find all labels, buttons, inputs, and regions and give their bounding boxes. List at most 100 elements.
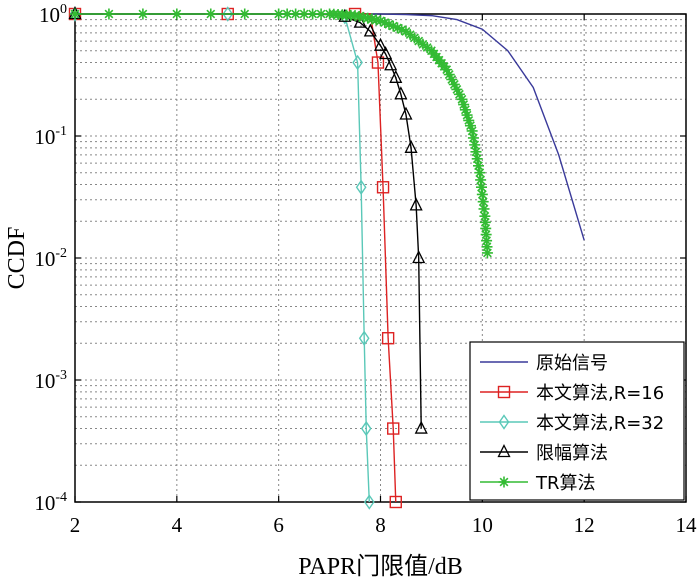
legend-entry-3: 限幅算法 bbox=[480, 443, 608, 464]
data-point-4-10-3 bbox=[476, 188, 488, 200]
data-point-4-0-3 bbox=[171, 8, 183, 20]
data-point-2-9 bbox=[358, 330, 370, 346]
data-point-2-8 bbox=[355, 179, 367, 195]
series-4 bbox=[69, 8, 493, 259]
data-point-4-7-1 bbox=[443, 69, 455, 81]
legend-label-2: 本文算法,R=32 bbox=[536, 413, 664, 434]
data-point-2-3 bbox=[222, 6, 234, 22]
legend-marker-3 bbox=[497, 444, 511, 458]
legend-box bbox=[469, 341, 685, 501]
legend-label-0: 原始信号 bbox=[536, 353, 608, 374]
y-tick-label-2: 10-2 bbox=[34, 246, 67, 271]
data-point-4-4-3 bbox=[387, 20, 399, 32]
data-point-4-7-5 bbox=[453, 88, 465, 100]
x-tick-label-3: 8 bbox=[375, 513, 386, 537]
data-point-4-0-2 bbox=[137, 8, 149, 20]
data-point-4-12 bbox=[481, 247, 493, 259]
legend-marker-4 bbox=[498, 476, 510, 488]
data-point-4-3-4 bbox=[366, 13, 378, 25]
data-point-4-7-4 bbox=[451, 83, 463, 95]
data-point-2-10 bbox=[360, 420, 372, 437]
data-point-4-11 bbox=[479, 210, 491, 222]
series-line-0 bbox=[75, 13, 585, 241]
data-point-4-6-5 bbox=[438, 60, 450, 72]
data-point-3-8 bbox=[384, 57, 398, 71]
legend-label-4: TR算法 bbox=[535, 473, 596, 494]
x-tick-label-0: 2 bbox=[70, 513, 81, 537]
data-point-4-0-1 bbox=[103, 8, 115, 20]
x-tick-label-1: 4 bbox=[172, 513, 183, 537]
legend-marker-1 bbox=[497, 385, 511, 399]
data-point-4-3-3 bbox=[362, 12, 374, 24]
legend-entry-1: 本文算法,R=16 bbox=[480, 383, 664, 404]
data-point-4-4-2 bbox=[383, 18, 395, 30]
data-point-4-9 bbox=[466, 125, 478, 137]
data-point-4-11-1 bbox=[479, 216, 491, 228]
data-point-4-1-4 bbox=[307, 8, 319, 20]
data-point-3-14 bbox=[412, 250, 426, 264]
data-point-1-8 bbox=[371, 56, 385, 69]
data-point-3-13 bbox=[409, 197, 423, 211]
legend-entry-4: TR算法 bbox=[480, 473, 596, 494]
data-point-3-7 bbox=[379, 46, 393, 60]
y-tick-label-4: 10-4 bbox=[34, 490, 67, 515]
y-tick-label-3: 10-3 bbox=[34, 368, 67, 393]
data-point-4-10-5 bbox=[478, 203, 490, 215]
data-point-1-12 bbox=[389, 495, 402, 509]
grid bbox=[75, 14, 686, 502]
data-point-4-10-2 bbox=[475, 181, 487, 193]
data-point-4-8-5 bbox=[464, 120, 476, 132]
data-point-4-1-5 bbox=[315, 8, 327, 20]
x-tick-label-2: 6 bbox=[273, 513, 284, 537]
data-point-4-9-5 bbox=[473, 160, 485, 172]
data-point-4-2-5 bbox=[345, 9, 357, 21]
series-3 bbox=[68, 6, 428, 434]
data-point-3-10 bbox=[394, 86, 408, 100]
data-point-4-4-1 bbox=[379, 17, 391, 29]
data-point-4-9-2 bbox=[469, 139, 481, 151]
data-point-4-0-4 bbox=[205, 8, 217, 20]
y-tick-label-0: 100 bbox=[39, 2, 67, 27]
data-point-4-10-1 bbox=[475, 174, 487, 186]
data-point-4-8-3 bbox=[461, 109, 473, 121]
data-point-1-9 bbox=[376, 181, 390, 194]
x-tick-label-5: 12 bbox=[574, 513, 595, 537]
axis-ticks: 2 4 6 8 10 12 14 100 10-1 10-2 10-3 10-4 bbox=[34, 2, 697, 537]
data-point-4-4-5 bbox=[396, 24, 408, 36]
y-tick-label-1: 10-1 bbox=[34, 124, 67, 149]
data-point-3-11 bbox=[399, 106, 413, 120]
y-axis-label: CCDF bbox=[4, 227, 30, 290]
data-point-4-8 bbox=[456, 93, 468, 105]
data-point-4-1 bbox=[273, 8, 285, 20]
data-point-4-0-5 bbox=[239, 8, 251, 20]
data-point-4-3-5 bbox=[370, 14, 382, 26]
data-point-4-8-1 bbox=[458, 99, 470, 111]
data-point-1-10 bbox=[381, 332, 395, 345]
data-point-3-9 bbox=[389, 69, 403, 83]
data-point-4-9-3 bbox=[470, 146, 482, 158]
data-point-4-9-4 bbox=[471, 153, 483, 165]
data-point-4-7-3 bbox=[448, 78, 460, 90]
data-point-4-3-1 bbox=[353, 10, 365, 22]
data-point-4-11-2 bbox=[480, 222, 492, 234]
data-point-4-1-2 bbox=[290, 8, 302, 20]
x-axis-label: PAPR门限值/dB bbox=[298, 553, 463, 580]
data-point-2-7 bbox=[352, 54, 363, 71]
data-point-4-4-4 bbox=[391, 22, 403, 34]
legend-entry-0: 原始信号 bbox=[480, 353, 608, 374]
data-point-3-6 bbox=[373, 37, 388, 51]
data-point-4-11-3 bbox=[480, 229, 492, 241]
legend-label-3: 限幅算法 bbox=[536, 443, 608, 464]
data-point-4-10 bbox=[474, 167, 486, 179]
data-point-4-11-5 bbox=[481, 241, 493, 253]
x-tick-label-4: 10 bbox=[472, 513, 493, 537]
data-point-3-12 bbox=[404, 139, 418, 153]
legend-label-1: 本文算法,R=16 bbox=[536, 383, 664, 404]
data-point-4-10-4 bbox=[477, 196, 489, 208]
data-point-4-3-2 bbox=[358, 11, 370, 23]
series-group bbox=[68, 6, 585, 510]
data-point-3-15 bbox=[414, 420, 428, 434]
data-point-4-5-5 bbox=[421, 42, 433, 54]
